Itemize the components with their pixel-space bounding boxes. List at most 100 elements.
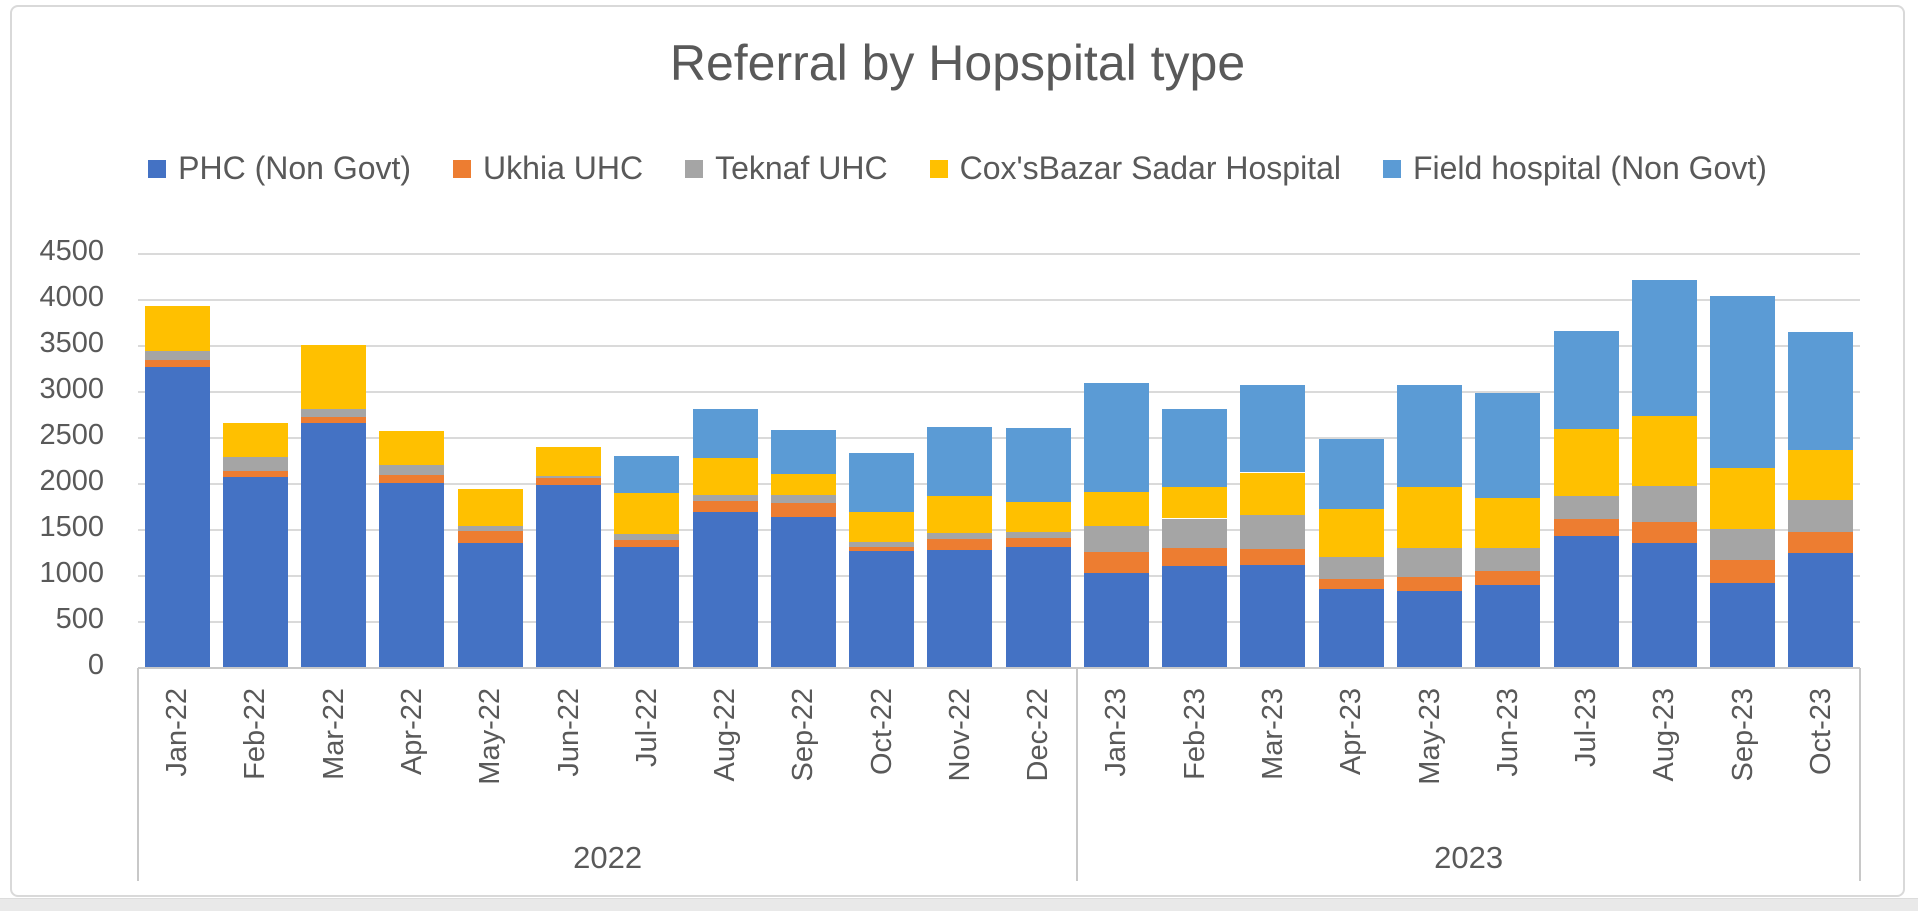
bar-segment-Nov-22-series-4 — [927, 426, 993, 496]
legend-swatch-icon — [148, 159, 167, 178]
legend-swatch-icon — [929, 159, 948, 178]
x-axis-month-label: Jan-22 — [161, 688, 194, 777]
bar-segment-Mar-22-series-0 — [301, 423, 367, 668]
bar-segment-Dec-22-series-4 — [1005, 428, 1071, 502]
bar-segment-Sep-23-series-1 — [1710, 559, 1776, 584]
legend-label: Teknaf UHC — [715, 150, 888, 186]
bar-segment-May-23-series-1 — [1397, 576, 1462, 591]
bar-segment-Sep-23-series-4 — [1710, 296, 1776, 468]
bar-segment-May-23-series-2 — [1397, 548, 1462, 577]
bar-segment-Apr-23-series-4 — [1318, 438, 1384, 510]
bar-segment-Sep-23-series-3 — [1710, 467, 1776, 530]
x-axis-month-label: May-23 — [1413, 688, 1446, 785]
x-axis-line — [138, 667, 1860, 669]
bar-segment-Dec-22-series-1 — [1005, 538, 1071, 548]
legend-label: Field hospital (Non Govt) — [1412, 150, 1767, 186]
x-axis-month-label: Dec-22 — [1022, 688, 1055, 782]
bar-segment-Apr-23-series-0 — [1318, 589, 1384, 668]
bar-segment-Jul-22-series-4 — [614, 455, 680, 494]
y-axis-tick-label: 3000 — [39, 373, 104, 405]
bar-segment-Jun-23-series-1 — [1475, 571, 1541, 586]
x-axis-month-label: Oct-23 — [1804, 688, 1837, 776]
bar-segment-Mar-22-series-3 — [301, 344, 367, 409]
bar-segment-Jan-22-series-0 — [144, 367, 210, 668]
bar-segment-Feb-22-series-0 — [222, 477, 288, 668]
bar-segment-Aug-22-series-4 — [692, 409, 758, 459]
bar-segment-Mar-23-series-4 — [1240, 385, 1306, 473]
bar-segment-Aug-22-series-0 — [692, 511, 758, 668]
bar-segment-Nov-22-series-1 — [927, 539, 993, 550]
y-axis-tick-label: 2500 — [39, 419, 104, 451]
bar-segment-Jun-22-series-3 — [536, 447, 601, 476]
bar-segment-May-22-series-3 — [457, 489, 523, 526]
bar-segment-Mar-22-series-1 — [301, 416, 367, 424]
bar-segment-May-22-series-1 — [457, 530, 523, 544]
bar-segment-Feb-23-series-3 — [1162, 486, 1228, 519]
bar-segment-Mar-23-series-1 — [1240, 549, 1306, 565]
x-axis-year-label: 2022 — [573, 840, 643, 875]
y-axis-tick-label: 2000 — [39, 465, 104, 497]
gridline — [138, 299, 1860, 301]
legend-item-1: Ukhia UHC — [453, 150, 643, 187]
x-axis-month-label: Mar-23 — [1256, 688, 1289, 780]
bar-segment-Jul-23-series-1 — [1553, 518, 1619, 537]
bar-segment-Apr-23-series-1 — [1318, 579, 1384, 590]
bar-segment-Sep-23-series-2 — [1710, 529, 1776, 560]
bar-segment-Jun-22-series-0 — [536, 484, 601, 668]
bar-segment-Sep-22-series-0 — [770, 516, 836, 668]
bar-segment-Jul-23-series-3 — [1553, 428, 1619, 497]
bar-segment-Aug-23-series-1 — [1631, 521, 1697, 544]
y-axis-tick-label: 1500 — [39, 511, 104, 543]
legend-item-4: Field hospital (Non Govt) — [1382, 150, 1767, 187]
legend-swatch-icon — [1382, 159, 1401, 178]
x-axis-month-label: Oct-22 — [865, 688, 898, 776]
bar-segment-Sep-22-series-1 — [770, 503, 836, 517]
bar-segment-Feb-22-series-2 — [222, 457, 288, 472]
legend-item-3: Cox'sBazar Sadar Hospital — [929, 150, 1341, 187]
x-axis-month-label: Jul-23 — [1570, 688, 1603, 767]
legend-label: Cox'sBazar Sadar Hospital — [959, 150, 1341, 186]
axis-group-separator — [1859, 668, 1861, 881]
legend-item-2: Teknaf UHC — [685, 150, 888, 187]
bar-segment-Jan-23-series-0 — [1083, 573, 1149, 668]
y-axis-tick-label: 1000 — [39, 557, 104, 589]
bar-segment-Aug-22-series-1 — [692, 501, 758, 512]
bar-segment-May-23-series-3 — [1397, 487, 1462, 549]
bar-segment-Dec-22-series-0 — [1005, 547, 1071, 668]
bar-segment-Jul-22-series-1 — [614, 539, 680, 547]
bar-segment-Sep-22-series-2 — [770, 495, 836, 504]
bar-segment-Dec-22-series-2 — [1005, 531, 1071, 539]
bar-segment-Feb-22-series-1 — [222, 471, 288, 478]
bar-segment-Jul-23-series-2 — [1553, 496, 1619, 519]
x-axis-month-label: Aug-23 — [1648, 688, 1681, 782]
x-axis-month-label: Nov-22 — [943, 688, 976, 782]
bar-segment-Jul-22-series-3 — [614, 493, 680, 535]
x-axis-month-label: Apr-23 — [1335, 688, 1368, 776]
gridline — [138, 437, 1860, 439]
bar-segment-Jun-23-series-4 — [1475, 393, 1541, 499]
bar-segment-Oct-23-series-3 — [1788, 450, 1854, 500]
bar-segment-Oct-22-series-1 — [849, 547, 915, 552]
gridline — [138, 253, 1860, 255]
y-axis-tick-label: 4500 — [39, 235, 104, 267]
y-axis-tick-label: 0 — [87, 649, 104, 681]
bar-segment-Aug-23-series-2 — [1631, 485, 1697, 522]
bar-segment-Apr-23-series-3 — [1318, 509, 1384, 558]
axis-group-separator — [1076, 668, 1079, 881]
bar-segment-May-23-series-0 — [1397, 590, 1462, 668]
bar-segment-Mar-23-series-3 — [1240, 472, 1306, 515]
bar-segment-Sep-22-series-3 — [770, 474, 836, 496]
bar-segment-Jun-23-series-2 — [1475, 548, 1541, 572]
bar-segment-Dec-22-series-3 — [1005, 501, 1071, 532]
x-axis-month-label: Jan-23 — [1100, 688, 1133, 777]
bar-segment-Feb-23-series-0 — [1162, 565, 1228, 668]
x-axis-month-label: Feb-22 — [239, 688, 272, 780]
bar-segment-Jan-23-series-1 — [1083, 552, 1149, 574]
bar-segment-Feb-22-series-3 — [222, 423, 288, 458]
bar-segment-Oct-23-series-0 — [1788, 552, 1854, 668]
bar-segment-Feb-23-series-2 — [1162, 518, 1228, 549]
bar-segment-Mar-23-series-2 — [1240, 514, 1306, 550]
bar-segment-Aug-23-series-3 — [1631, 415, 1697, 486]
gridline — [138, 575, 1860, 577]
bar-segment-Oct-22-series-2 — [849, 541, 915, 547]
